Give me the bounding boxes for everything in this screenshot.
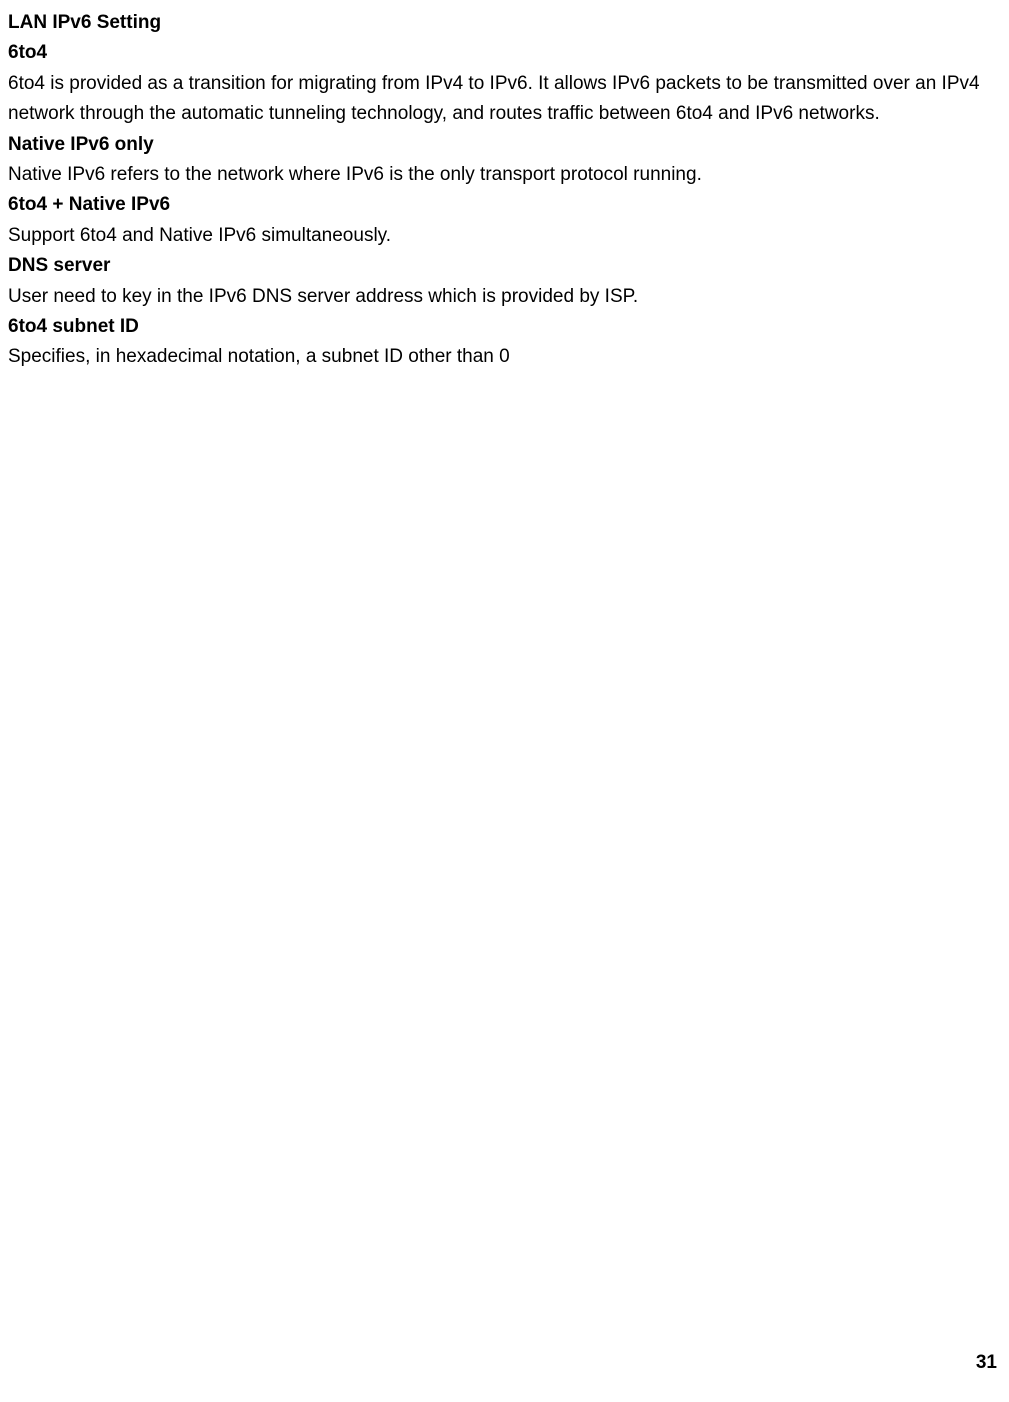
heading-lan-ipv6-setting: LAN IPv6 Setting bbox=[8, 8, 1001, 38]
heading-6to4-native-ipv6: 6to4 + Native IPv6 bbox=[8, 190, 1001, 220]
body-6to4: 6to4 is provided as a transition for mig… bbox=[8, 69, 1001, 130]
heading-native-ipv6-only: Native IPv6 only bbox=[8, 130, 1001, 160]
body-dns-server: User need to key in the IPv6 DNS server … bbox=[8, 282, 1001, 312]
heading-6to4-subnet-id: 6to4 subnet ID bbox=[8, 312, 1001, 342]
heading-6to4: 6to4 bbox=[8, 38, 1001, 68]
body-6to4-native-ipv6: Support 6to4 and Native IPv6 simultaneou… bbox=[8, 221, 1001, 251]
page-content: LAN IPv6 Setting 6to4 6to4 is provided a… bbox=[0, 0, 1009, 373]
body-native-ipv6-only: Native IPv6 refers to the network where … bbox=[8, 160, 1001, 190]
heading-dns-server: DNS server bbox=[8, 251, 1001, 281]
page-number: 31 bbox=[976, 1352, 997, 1374]
body-6to4-subnet-id: Specifies, in hexadecimal notation, a su… bbox=[8, 342, 1001, 372]
